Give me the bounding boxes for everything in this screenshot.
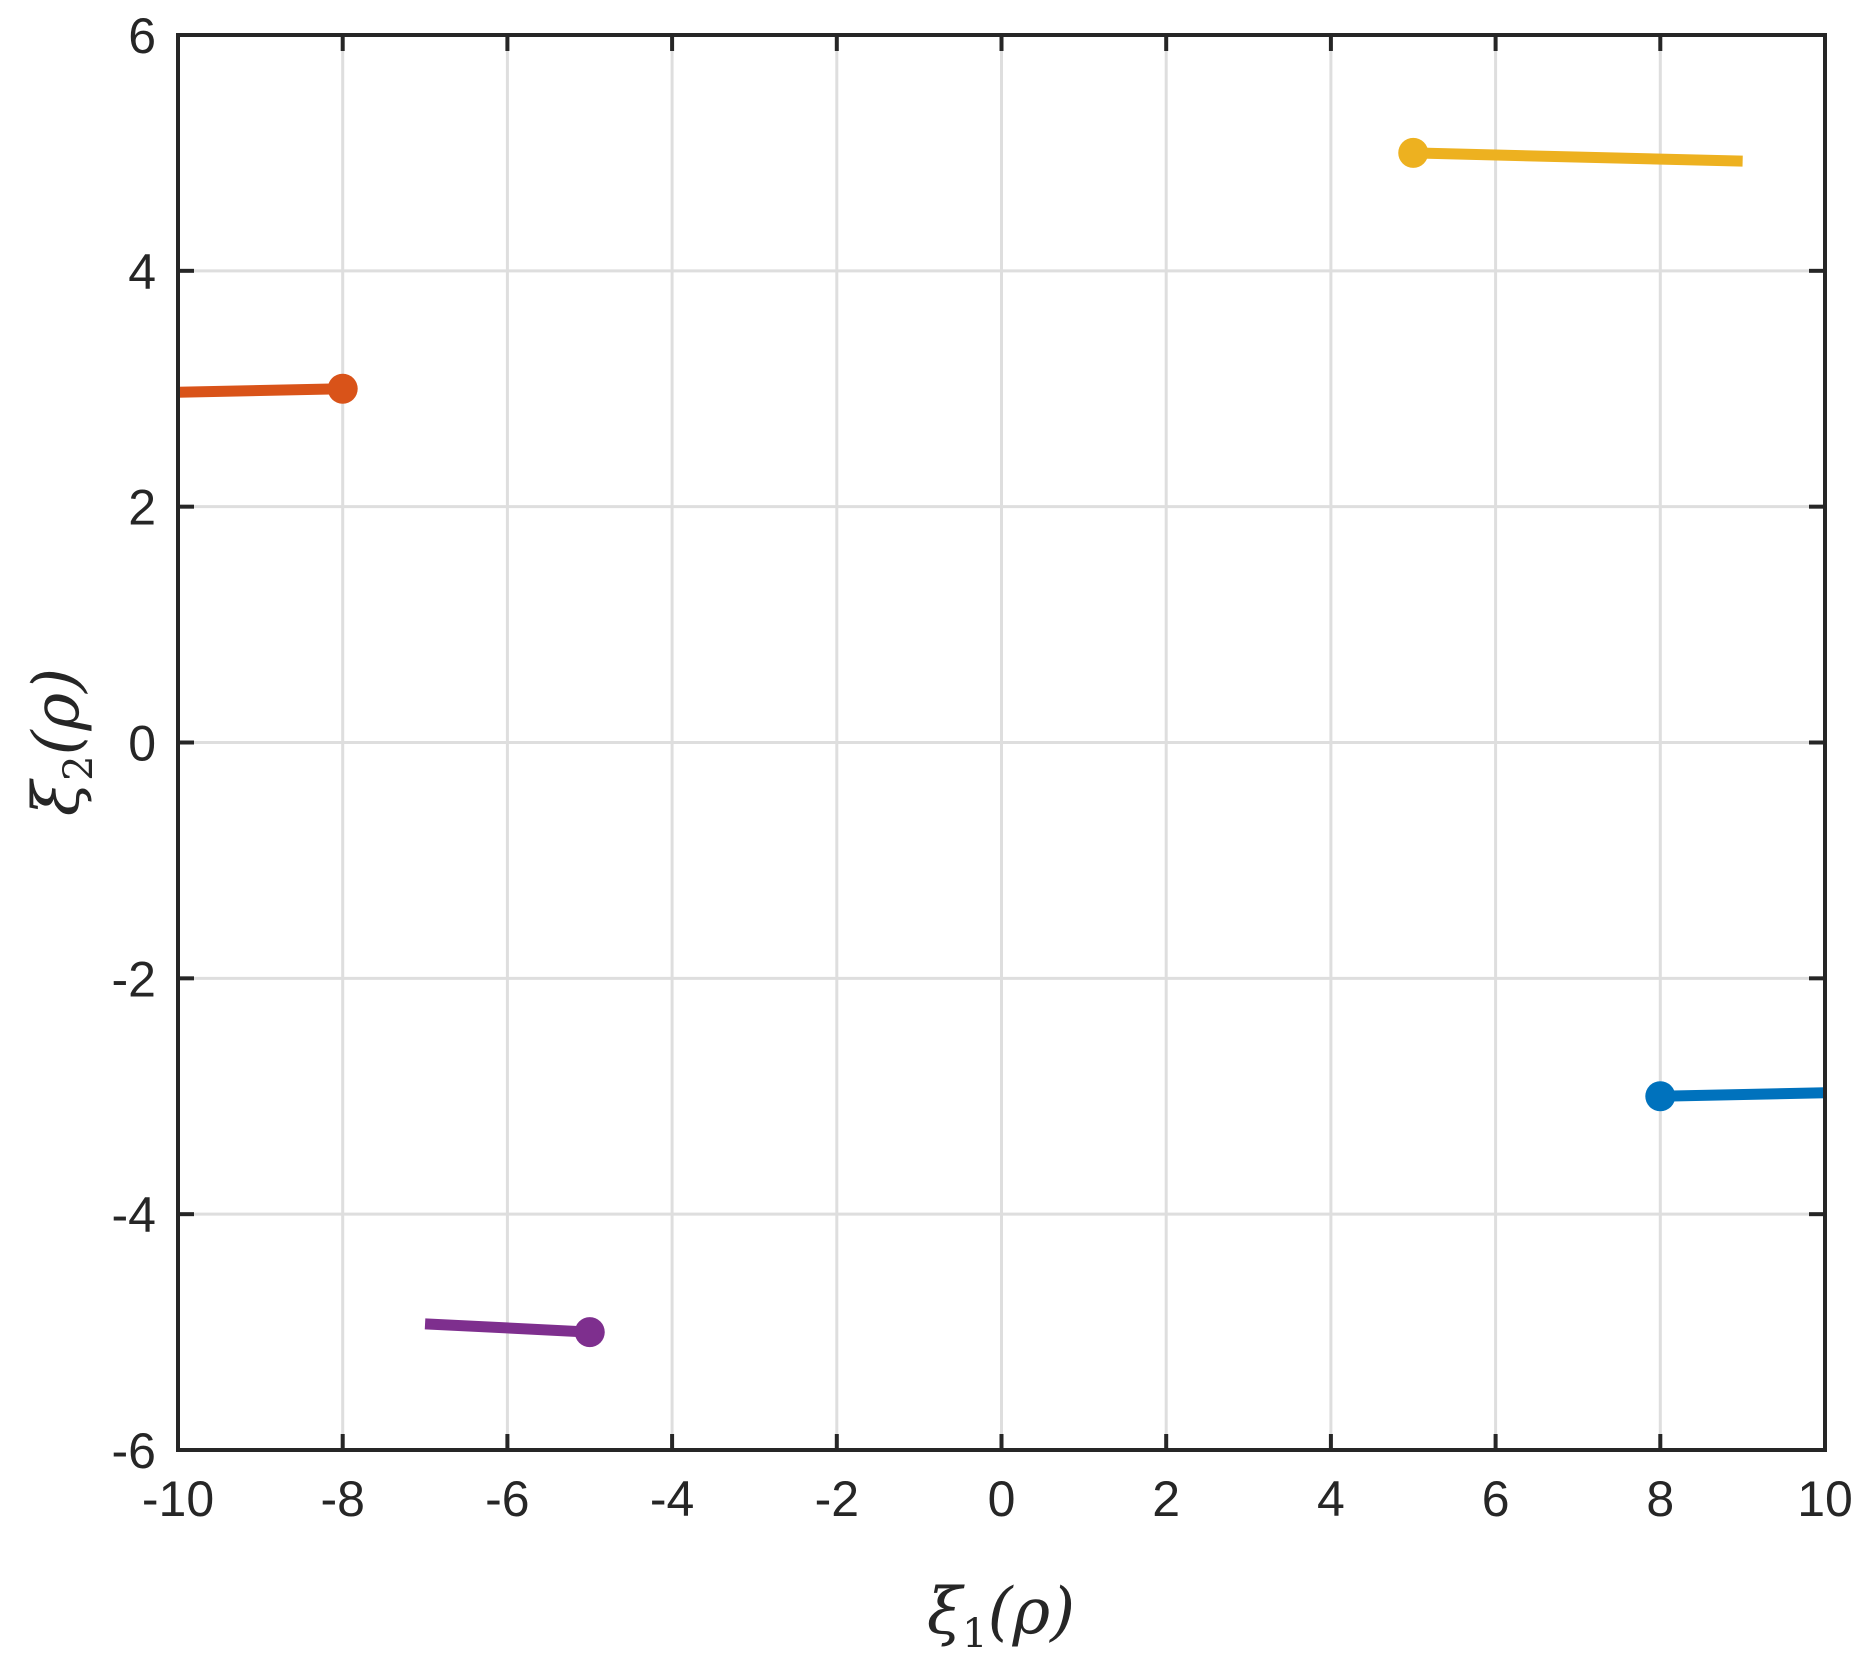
y-tick-label: 6 <box>128 8 156 64</box>
x-axis-label: ξ1(ρ) <box>927 1575 1075 1657</box>
y-axis-label: ξ2(ρ) <box>20 668 102 816</box>
x-tick-labels: -10 -8 -6 -4 -2 0 2 4 6 8 10 <box>142 1471 1853 1527</box>
x-tick-label: -4 <box>650 1471 694 1527</box>
x-tick-label: 2 <box>1152 1471 1180 1527</box>
series-line <box>177 383 343 398</box>
series-line <box>1413 147 1743 167</box>
x-tick-label: -2 <box>815 1471 859 1527</box>
x-axis-label-subscript: 1 <box>962 1611 987 1657</box>
x-tick-label: 10 <box>1797 1471 1853 1527</box>
series-line <box>424 1318 591 1338</box>
x-axis-label-argument: (ρ) <box>988 1575 1076 1649</box>
y-tick-label: -6 <box>112 1423 156 1479</box>
series-start-marker <box>1645 1081 1676 1112</box>
x-tick-label: -8 <box>320 1471 364 1527</box>
series-start-marker <box>1398 137 1429 168</box>
y-axis-label-base: ξ <box>20 778 94 816</box>
series-group <box>177 137 1826 1348</box>
y-axis-label-argument: (ρ) <box>20 668 94 756</box>
y-tick-label: 4 <box>128 244 156 300</box>
x-tick-label: 4 <box>1317 1471 1345 1527</box>
series-start-marker <box>327 373 358 404</box>
y-tick-label: -2 <box>112 951 156 1007</box>
x-axis-label-base: ξ <box>927 1575 965 1649</box>
x-tick-label: 6 <box>1482 1471 1510 1527</box>
x-tick-label: -6 <box>485 1471 529 1527</box>
y-tick-label: 2 <box>128 480 156 536</box>
series-line <box>1660 1087 1826 1102</box>
y-tick-label: 0 <box>128 716 156 772</box>
y-tick-label: -4 <box>112 1187 156 1243</box>
x-tick-label: -10 <box>142 1471 214 1527</box>
y-tick-labels: -6 -4 -2 0 2 4 6 <box>112 8 156 1479</box>
series-start-marker <box>574 1317 605 1348</box>
x-tick-label: 0 <box>988 1471 1016 1527</box>
x-tick-label: 8 <box>1646 1471 1674 1527</box>
y-axis-label-subscript: 2 <box>56 755 102 780</box>
ticks <box>176 33 1827 1452</box>
